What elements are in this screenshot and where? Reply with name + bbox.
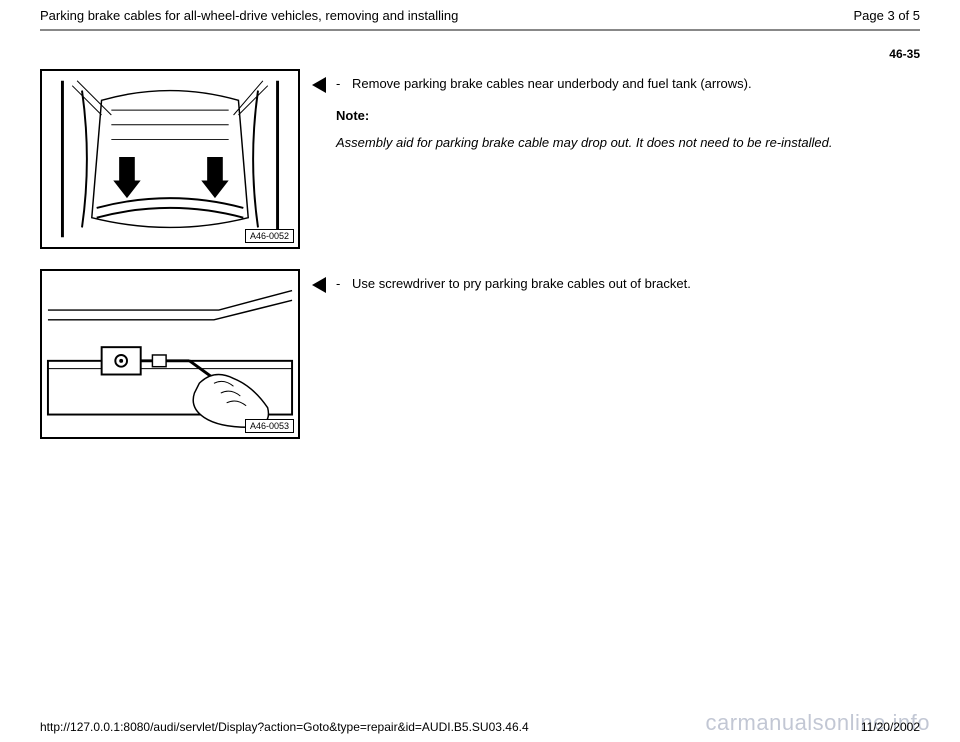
bullet-item: - Use screwdriver to pry parking brake c… bbox=[336, 275, 920, 293]
bullet-dash: - bbox=[336, 75, 352, 93]
step-arrow-icon bbox=[300, 69, 336, 95]
page-footer: http://127.0.0.1:8080/audi/servlet/Displ… bbox=[0, 714, 960, 742]
page-header: Parking brake cables for all-wheel-drive… bbox=[0, 0, 960, 29]
figure-1-label: A46-0052 bbox=[245, 229, 294, 243]
bullet-item: - Remove parking brake cables near under… bbox=[336, 75, 920, 93]
section-number: 46-35 bbox=[0, 31, 960, 69]
figure-1: A46-0052 bbox=[40, 69, 300, 249]
note-label: Note: bbox=[336, 107, 920, 125]
bullet-dash: - bbox=[336, 275, 352, 293]
bullet-text: Remove parking brake cables near underbo… bbox=[352, 75, 752, 93]
content-area: A46-0052 - Remove parking brake cables n… bbox=[0, 69, 960, 439]
footer-date: 11/20/2002 bbox=[861, 720, 920, 734]
header-title: Parking brake cables for all-wheel-drive… bbox=[40, 8, 458, 23]
step-row: A46-0052 - Remove parking brake cables n… bbox=[40, 69, 920, 249]
figure-2-label: A46-0053 bbox=[245, 419, 294, 433]
note-text: Assembly aid for parking brake cable may… bbox=[336, 134, 920, 152]
bullet-text: Use screwdriver to pry parking brake cab… bbox=[352, 275, 691, 293]
step-row: A46-0053 - Use screwdriver to pry parkin… bbox=[40, 269, 920, 439]
footer-url: http://127.0.0.1:8080/audi/servlet/Displ… bbox=[40, 720, 529, 734]
header-page-label: Page 3 of 5 bbox=[854, 8, 921, 23]
step-2-text: - Use screwdriver to pry parking brake c… bbox=[336, 269, 920, 307]
figure-2: A46-0053 bbox=[40, 269, 300, 439]
step-1-text: - Remove parking brake cables near under… bbox=[336, 69, 920, 152]
step-arrow-icon bbox=[300, 269, 336, 295]
